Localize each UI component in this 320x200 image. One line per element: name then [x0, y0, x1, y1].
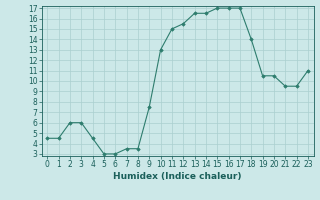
X-axis label: Humidex (Indice chaleur): Humidex (Indice chaleur) — [113, 172, 242, 181]
